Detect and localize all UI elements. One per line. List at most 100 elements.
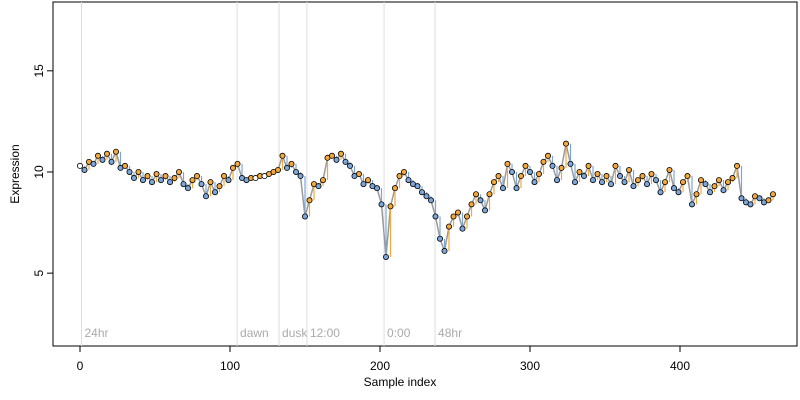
data-point [90, 160, 97, 167]
data-point [288, 160, 295, 167]
data-point [297, 173, 304, 180]
data-point [396, 173, 403, 180]
data-point [360, 181, 367, 188]
marker-label: dawn [240, 326, 269, 340]
data-point [671, 185, 678, 192]
data-point [486, 191, 493, 198]
data-point [558, 164, 565, 171]
data-point [711, 183, 718, 190]
data-point [590, 177, 597, 184]
x-tick-label: 300 [520, 359, 540, 373]
data-point [104, 150, 111, 157]
data-point [373, 185, 380, 192]
data-point [684, 173, 691, 180]
data-point [364, 177, 371, 184]
data-point [725, 179, 732, 186]
marker-label: dusk [282, 326, 308, 340]
data-point [594, 170, 601, 177]
data-point [198, 181, 205, 188]
data-point [279, 152, 286, 159]
data-point [540, 158, 547, 165]
data-point [666, 166, 673, 173]
data-point [441, 247, 448, 254]
data-point [508, 168, 515, 175]
data-point [585, 162, 592, 169]
data-point [612, 162, 619, 169]
data-point [693, 191, 700, 198]
data-point [81, 166, 88, 173]
marker-label: 48hr [438, 326, 462, 340]
data-point [707, 189, 714, 196]
data-point [333, 156, 340, 163]
data-point [747, 201, 754, 208]
data-point [756, 195, 763, 202]
marker-label: 24hr [85, 326, 109, 340]
data-point [689, 201, 696, 208]
data-point [567, 160, 574, 167]
data-point [702, 181, 709, 188]
data-point [139, 177, 146, 184]
data-point [355, 170, 362, 177]
data-point [738, 195, 745, 202]
data-point [202, 193, 209, 200]
data-point [536, 170, 543, 177]
data-point [387, 203, 394, 210]
data-point [513, 185, 520, 192]
data-point [382, 253, 389, 260]
data-point [563, 140, 570, 147]
data-point [639, 173, 646, 180]
data-point [554, 177, 561, 184]
data-point [734, 162, 741, 169]
data-point [720, 187, 727, 194]
data-point [527, 168, 534, 175]
x-tick-label: 0 [77, 359, 84, 373]
data-point [346, 162, 353, 169]
series-line [79, 143, 774, 258]
data-point [220, 173, 227, 180]
data-point [193, 173, 200, 180]
data-point [572, 179, 579, 186]
data-point [216, 183, 223, 190]
data-point [653, 177, 660, 184]
data-point [608, 181, 615, 188]
data-point [770, 191, 777, 198]
data-point [504, 160, 511, 167]
data-point [328, 152, 335, 159]
data-point [283, 164, 290, 171]
plot-frame [52, 1, 798, 347]
y-tick-label: 10 [32, 165, 46, 179]
data-point [472, 191, 479, 198]
data-point [635, 177, 642, 184]
data-point [171, 175, 178, 182]
data-point [207, 179, 214, 186]
data-point [436, 235, 443, 242]
data-point [698, 177, 705, 184]
data-point [180, 181, 187, 188]
data-point [630, 183, 637, 190]
data-point [184, 185, 191, 192]
data-point [342, 158, 349, 165]
data-point [418, 189, 425, 196]
data-point [481, 207, 488, 214]
data-point [644, 181, 651, 188]
data-point [135, 168, 142, 175]
data-point [337, 150, 344, 157]
marker-label: 0:00 [387, 326, 411, 340]
data-point [153, 170, 160, 177]
data-point [225, 177, 232, 184]
data-point [490, 179, 497, 186]
data-point [459, 225, 466, 232]
data-point [175, 168, 182, 175]
data-point [234, 160, 241, 167]
data-point [499, 185, 506, 192]
data-point [122, 162, 129, 169]
data-point [113, 148, 120, 155]
data-point [657, 189, 664, 196]
data-point [427, 197, 434, 204]
data-point [148, 179, 155, 186]
data-point [99, 156, 106, 163]
data-point [765, 197, 772, 204]
data-point [400, 168, 407, 175]
x-tick-label: 400 [670, 359, 690, 373]
